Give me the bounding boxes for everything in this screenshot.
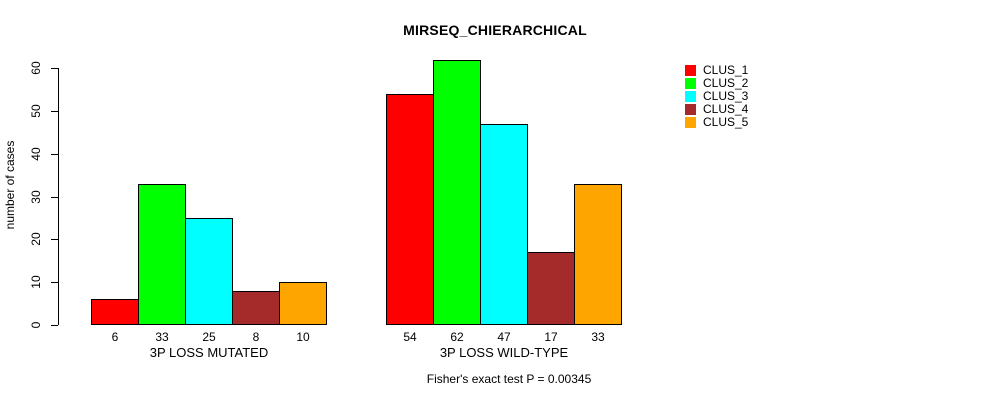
y-tick-label: 60 [29,61,43,75]
y-tick [51,325,58,326]
legend-swatch [685,117,696,128]
y-tick [51,239,58,241]
bar [91,299,139,325]
y-tick-label: 30 [29,189,43,204]
bar-value-label: 8 [252,330,260,344]
bar-value-label: 62 [450,330,464,344]
legend-item: CLUS_1 [685,64,748,77]
y-tick-label: 0 [29,321,43,329]
bar [138,184,186,325]
bar-value-label: 10 [296,330,310,344]
y-tick-label: 40 [29,147,43,161]
bar-value-label: 33 [591,330,605,344]
bar [279,282,327,325]
footer-pvalue: Fisher's exact test P = 0.00345 [426,372,592,386]
bar [480,124,528,325]
y-axis-label: number of cases [3,140,17,230]
bar-value-label: 54 [403,330,417,344]
legend-item: CLUS_3 [685,90,748,103]
y-tick [51,68,58,70]
y-tick-label: 20 [29,232,43,247]
legend-swatch [685,65,696,76]
bar [185,218,233,325]
bar-value-label: 17 [544,330,558,344]
bar-value-label: 47 [497,330,511,344]
legend-swatch [685,91,696,102]
legend-label: CLUS_2 [703,76,749,90]
y-tick [51,282,58,284]
bar [232,291,280,325]
bar-value-label: 25 [202,330,216,344]
group-label: 3P LOSS WILD-TYPE [439,345,569,360]
y-tick [51,111,58,112]
legend-swatch [685,78,696,89]
y-tick [51,153,58,155]
bar [386,94,434,325]
legend-label: CLUS_1 [703,63,749,77]
chart-title: MIRSEQ_CHIERARCHICAL [403,22,587,38]
bar [527,252,575,325]
legend-item: CLUS_2 [685,77,748,90]
legend-swatch [685,104,696,115]
legend-item: CLUS_4 [685,103,748,116]
legend-label: CLUS_5 [703,115,749,129]
bar-value-label: 33 [155,330,169,344]
bar-value-label: 6 [111,330,119,344]
y-tick [51,196,58,198]
legend-label: CLUS_3 [703,89,749,103]
y-axis-line [58,68,59,325]
y-tick-label: 50 [29,104,43,118]
bar [433,60,481,325]
legend: CLUS_1 CLUS_2 CLUS_3 CLUS_4 CLUS_5 [685,64,748,129]
group-label: 3P LOSS MUTATED [149,345,269,360]
y-tick-label: 10 [29,275,43,289]
legend-item: CLUS_5 [685,116,748,129]
bar [574,184,622,325]
legend-label: CLUS_4 [703,102,749,116]
